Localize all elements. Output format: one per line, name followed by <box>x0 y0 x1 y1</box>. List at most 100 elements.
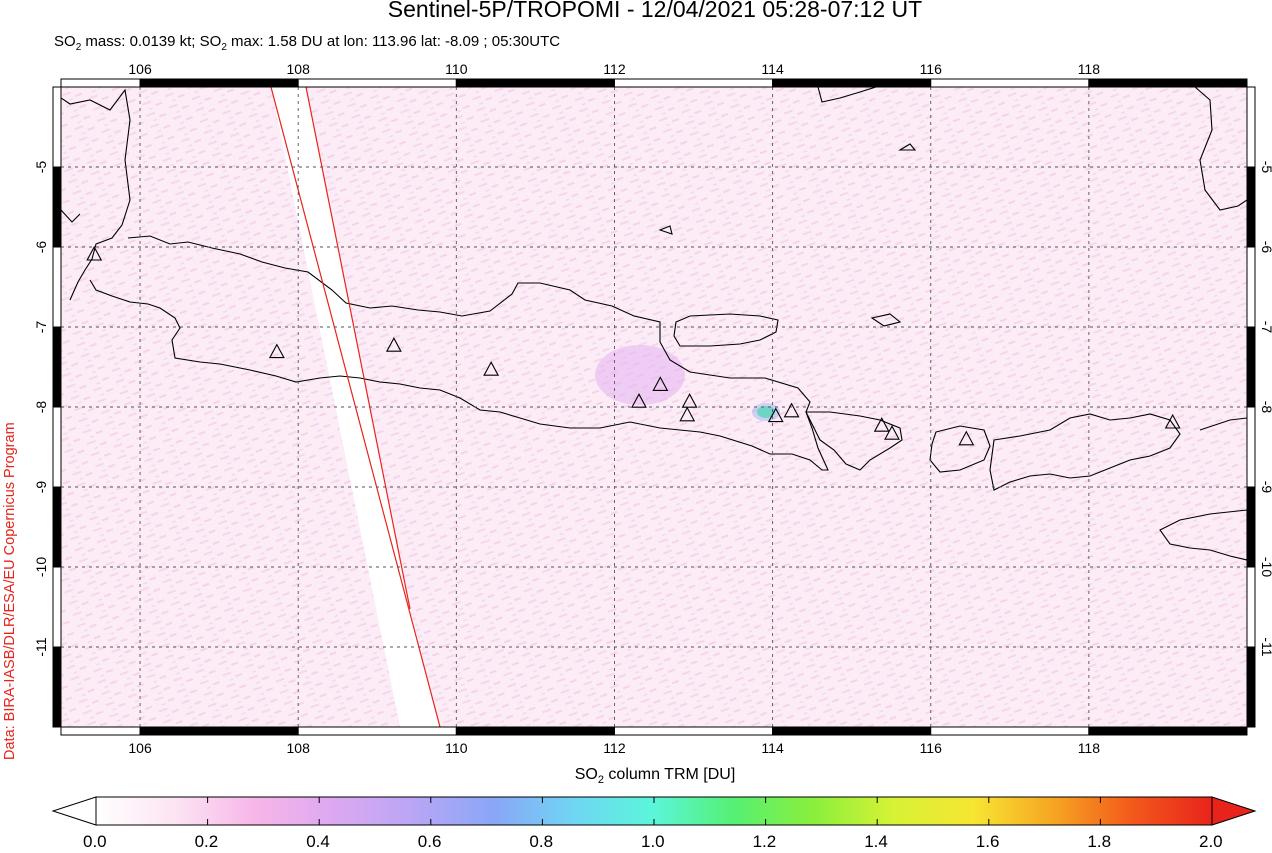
frame-bar-left <box>52 166 62 248</box>
frame-bar-left <box>52 326 62 408</box>
volcano-icon <box>783 402 800 418</box>
borneo-coast <box>817 87 877 103</box>
colorbar-tick-label: 0.2 <box>194 832 219 851</box>
frame-bar-top <box>613 78 774 88</box>
lon-label-top: 106 <box>128 61 152 77</box>
swath-edge-east <box>305 87 411 610</box>
lat-label-left: -5 <box>33 161 49 174</box>
madura-coast <box>673 313 779 347</box>
lon-label-bottom: 112 <box>603 740 626 756</box>
volcano-icon <box>385 337 402 352</box>
kangean-islets <box>658 143 917 327</box>
so2-max-halo <box>752 403 780 421</box>
frame-bar-bottom <box>772 726 932 736</box>
lon-label-bottom: 114 <box>761 740 784 756</box>
frame-bar-left <box>52 406 62 488</box>
frame-bar-right <box>1246 646 1256 728</box>
frame-bar-right <box>1246 326 1256 408</box>
lon-label-bottom: 116 <box>920 740 943 756</box>
frame-bar-right <box>1246 406 1256 488</box>
lat-label-left: -11 <box>33 637 49 656</box>
colorbar-tick-label: 0.8 <box>529 832 554 851</box>
lat-label-left: -8 <box>33 401 49 414</box>
lat-label-right: -9 <box>1259 481 1272 494</box>
volcano-icon <box>86 245 103 261</box>
lon-label-top: 108 <box>287 61 311 77</box>
colorbar-tick-label: 1.0 <box>641 832 665 851</box>
sumatra-south-coast <box>61 209 81 223</box>
chart-title: Sentinel-5P/TROPOMI - 12/04/2021 05:28-0… <box>387 0 923 22</box>
lat-label-right: -8 <box>1259 401 1272 414</box>
frame-bar-top <box>772 78 932 88</box>
lon-label-top: 114 <box>761 61 784 77</box>
frame-bar-left <box>52 86 62 168</box>
frame-bar-bottom <box>930 726 1090 736</box>
colorbar-under-arrow <box>51 796 97 826</box>
lat-label-right: -10 <box>1259 557 1272 577</box>
frame-bar-top <box>1088 78 1248 88</box>
lon-label-bottom: 110 <box>445 740 468 756</box>
sulawesi-coast <box>1194 87 1247 211</box>
sumba-coast <box>1159 509 1247 561</box>
flores-coast <box>1199 417 1247 431</box>
lon-label-top: 116 <box>920 61 943 77</box>
volcano-icon <box>652 376 669 391</box>
frame-bar-bottom <box>60 726 141 736</box>
frame-bar-top <box>139 78 299 88</box>
lat-label-left: -7 <box>33 321 49 334</box>
frame-bar-top <box>60 78 141 88</box>
lon-label-bottom: 106 <box>128 740 152 756</box>
frame-bar-top <box>930 78 1090 88</box>
bali-coast <box>805 411 903 471</box>
lon-label-bottom: 108 <box>287 740 311 756</box>
frame-bar-left <box>52 566 62 648</box>
colorbar-over-arrow <box>1211 796 1257 826</box>
volcano-icon <box>1164 413 1181 429</box>
lat-label-right: -5 <box>1259 161 1272 174</box>
volcano-icon <box>681 393 698 408</box>
frame-bar-right <box>1246 566 1256 648</box>
frame-bar-left <box>52 646 62 728</box>
frame-bar-left <box>52 246 62 328</box>
frame-bar-right <box>1246 246 1256 328</box>
colorbar-tick-label: 2.0 <box>1199 832 1223 851</box>
frame-bar-top <box>455 78 615 88</box>
colorbar-tick-label: 0.6 <box>417 832 442 851</box>
frame-bar-bottom <box>297 726 457 736</box>
frame-bar-bottom <box>139 726 299 736</box>
frame-bar-bottom <box>613 726 774 736</box>
frame-bar-bottom <box>455 726 615 736</box>
colorbar-tick-label: 0.4 <box>306 832 330 851</box>
lon-label-top: 112 <box>603 61 626 77</box>
frame-bar-top <box>297 78 457 88</box>
volcano-icon <box>958 430 975 446</box>
volcano-icon <box>884 425 900 440</box>
colorbar <box>51 796 1257 826</box>
volcano-icon <box>679 406 696 422</box>
java-coast <box>89 235 829 471</box>
sumatra-coast <box>61 88 131 301</box>
colorbar-label: SO2 column TRM [DU] <box>574 766 736 787</box>
colorbar-tick-label: 1.2 <box>752 832 777 851</box>
lon-label-top: 110 <box>445 61 468 77</box>
frame-bar-left <box>52 486 62 568</box>
lon-label-bottom: 118 <box>1078 740 1101 756</box>
lat-label-right: -6 <box>1259 241 1272 254</box>
colorbar-tick-label: 1.6 <box>975 832 1000 851</box>
lat-label-right: -11 <box>1259 637 1272 656</box>
volcano-icon <box>873 417 890 432</box>
volcano-icon <box>631 393 647 408</box>
volcano-icon <box>268 343 285 359</box>
lon-label-top: 118 <box>1078 61 1101 77</box>
so2-max-spot <box>757 406 775 418</box>
sumbawa-coast <box>989 413 1181 491</box>
frame-bar-right <box>1246 86 1256 168</box>
lat-label-left: -6 <box>33 241 49 254</box>
colorbar-tick-label: 1.4 <box>864 832 888 851</box>
frame-bar-right <box>1246 486 1256 568</box>
lat-label-left: -10 <box>33 557 49 577</box>
colorbar-tick-label: 0.0 <box>83 832 107 851</box>
frame-bar-bottom <box>1088 726 1248 736</box>
colorbar-tick-label: 1.8 <box>1087 832 1112 851</box>
